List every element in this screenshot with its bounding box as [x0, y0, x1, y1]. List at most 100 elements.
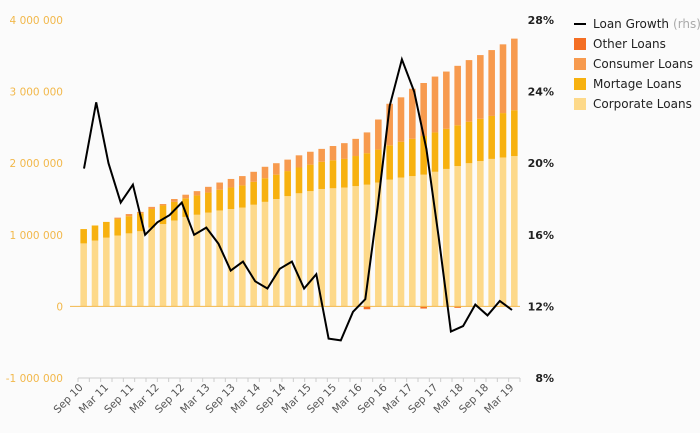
bar-mortage-loans — [511, 110, 518, 157]
bar-consumer-loans — [511, 38, 518, 111]
bar-mortage-loans — [273, 174, 280, 199]
bar-mortage-loans — [318, 161, 325, 189]
bar-mortage-loans — [465, 121, 473, 164]
bar-corporate-loans — [420, 174, 427, 307]
bar-mortage-loans — [137, 213, 144, 232]
bar-mortage-loans — [352, 156, 359, 187]
bar-mortage-loans — [91, 225, 99, 241]
bar-mortage-loans — [125, 216, 133, 234]
left-tick-label: 4 000 000 — [10, 15, 63, 27]
bar-mortage-loans — [363, 153, 371, 185]
bar-consumer-loans — [499, 44, 507, 114]
bar-consumer-loans — [443, 71, 450, 129]
bar-consumer-loans — [239, 176, 246, 186]
bar-consumer-loans — [341, 143, 348, 159]
bar-corporate-loans — [341, 187, 348, 307]
bar-corporate-loans — [273, 199, 280, 307]
bar-corporate-loans — [239, 207, 246, 307]
bar-consumer-loans — [352, 138, 359, 157]
legend: Loan Growth (rhs) Other Loans Consumer L… — [574, 14, 700, 114]
bar-consumer-loans — [159, 204, 167, 206]
bar-consumer-loans — [409, 88, 416, 139]
bar-consumer-loans — [295, 155, 303, 168]
bar-corporate-loans — [477, 161, 484, 307]
bar-corporate-loans — [114, 235, 121, 307]
bar-consumer-loans — [375, 119, 382, 150]
bar-mortage-loans — [375, 149, 382, 183]
bar-corporate-loans — [443, 168, 450, 307]
bar-mortage-loans — [114, 219, 121, 236]
bar-corporate-loans — [499, 157, 507, 307]
legend-item-corporate-loans: Corporate Loans — [574, 94, 700, 114]
bar-consumer-loans — [171, 199, 178, 202]
bar-consumer-loans — [125, 214, 133, 217]
bar-mortage-loans — [227, 187, 235, 210]
bar-mortage-loans — [409, 138, 416, 177]
right-tick-label: 8% — [535, 372, 554, 385]
bar-corporate-loans — [284, 196, 291, 307]
right-tick-label: 20% — [528, 157, 554, 170]
bar-corporate-loans — [454, 166, 461, 307]
bar-corporate-loans — [488, 158, 495, 307]
legend-item-mortage-loans: Mortage Loans — [574, 74, 700, 94]
bar-corporate-loans — [295, 193, 303, 307]
bar-corporate-loans — [329, 188, 337, 307]
bar-mortage-loans — [284, 171, 291, 197]
bar-mortage-loans — [454, 125, 461, 167]
bar-corporate-loans — [363, 184, 371, 307]
bar-mortage-loans — [261, 178, 269, 202]
bar-other-loans — [363, 306, 371, 310]
bar-corporate-loans — [91, 240, 99, 307]
bar-consumer-loans — [363, 132, 371, 154]
legend-swatch-mortage-loans — [574, 78, 586, 90]
bar-corporate-loans — [171, 220, 178, 307]
bar-mortage-loans — [499, 113, 507, 158]
bar-consumer-loans — [318, 148, 325, 162]
bar-mortage-loans — [80, 229, 87, 244]
bar-consumer-loans — [273, 163, 280, 175]
bar-corporate-loans — [182, 216, 189, 307]
right-tick-label: 16% — [528, 229, 554, 242]
bar-mortage-loans — [239, 185, 246, 208]
legend-label-loan-growth: Loan Growth — [593, 17, 670, 31]
right-tick-label: 12% — [528, 300, 554, 313]
left-tick-label: 0 — [56, 301, 63, 313]
bar-corporate-loans — [216, 210, 223, 307]
bar-mortage-loans — [488, 115, 495, 159]
bar-corporate-loans — [307, 191, 314, 307]
bar-corporate-loans — [193, 214, 201, 307]
legend-label-corporate-loans: Corporate Loans — [593, 97, 692, 111]
bar-consumer-loans — [329, 146, 337, 161]
bar-consumer-loans — [261, 166, 269, 179]
bar-mortage-loans — [443, 128, 450, 169]
bar-corporate-loans — [125, 233, 133, 307]
bar-corporate-loans — [103, 237, 110, 307]
bar-consumer-loans — [420, 83, 427, 136]
bar-corporate-loans — [409, 176, 416, 307]
legend-swatch-loan-growth — [574, 23, 586, 25]
bar-mortage-loans — [182, 198, 189, 217]
bar-corporate-loans — [465, 163, 473, 307]
bar-corporate-loans — [148, 227, 155, 307]
bar-corporate-loans — [261, 201, 269, 307]
bar-mortage-loans — [341, 158, 348, 188]
bar-mortage-loans — [397, 141, 405, 178]
bar-mortage-loans — [386, 145, 393, 180]
bar-corporate-loans — [397, 177, 405, 307]
bar-mortage-loans — [216, 189, 223, 211]
left-axis: -1 000 000 0 1 000 000 2 000 000 3 000 000 4 … — [6, 15, 63, 385]
bar-mortage-loans — [307, 164, 314, 192]
bar-consumer-loans — [454, 65, 461, 126]
right-tick-label: 24% — [528, 86, 554, 99]
bar-consumer-loans — [488, 50, 495, 116]
right-tick-label: 28% — [528, 14, 554, 27]
bar-consumer-loans — [182, 194, 189, 199]
legend-swatch-corporate-loans — [574, 98, 586, 110]
bar-consumer-loans — [227, 178, 235, 188]
bar-consumer-loans — [431, 76, 439, 133]
legend-item-other-loans: Other Loans — [574, 34, 700, 54]
bar-mortage-loans — [148, 209, 155, 228]
left-tick-label: -1 000 000 — [6, 373, 63, 385]
bar-corporate-loans — [375, 182, 382, 307]
